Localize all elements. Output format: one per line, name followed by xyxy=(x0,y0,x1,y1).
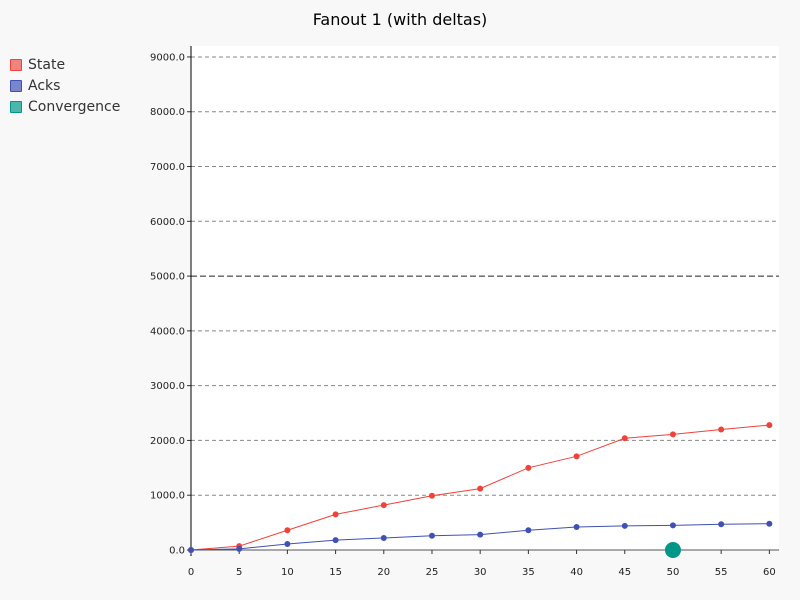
y-tick-label: 4000.0 xyxy=(150,326,185,337)
data-point-state xyxy=(621,435,628,442)
y-tick-label: 1000.0 xyxy=(150,491,185,502)
x-tick-label: 60 xyxy=(763,567,776,578)
y-tick-label: 2000.0 xyxy=(150,436,185,447)
data-point-acks xyxy=(621,522,628,529)
legend-item-acks[interactable]: Acks xyxy=(10,75,120,96)
x-tick-label: 35 xyxy=(522,567,535,578)
x-tick-label: 45 xyxy=(618,567,631,578)
y-tick-label: 6000.0 xyxy=(150,217,185,228)
x-tick-label: 15 xyxy=(329,567,342,578)
data-point-state xyxy=(766,422,773,429)
legend-label-acks: Acks xyxy=(28,77,61,94)
data-point-state xyxy=(669,431,676,438)
data-point-state xyxy=(428,492,435,499)
legend-label-state: State xyxy=(28,56,66,73)
x-tick-label: 50 xyxy=(667,567,680,578)
data-point-state xyxy=(284,527,291,534)
plot-background xyxy=(191,46,779,550)
convergence-marker xyxy=(664,542,681,558)
data-point-acks xyxy=(477,531,484,538)
legend-item-state[interactable]: State xyxy=(10,54,120,75)
x-tick-label: 20 xyxy=(377,567,390,578)
x-tick-label: 40 xyxy=(570,567,583,578)
x-tick-label: 25 xyxy=(426,567,439,578)
data-point-acks xyxy=(380,534,387,541)
data-point-acks xyxy=(332,537,339,544)
legend: State Acks Convergence xyxy=(10,54,120,117)
legend-swatch-convergence xyxy=(10,100,22,113)
x-tick-label: 30 xyxy=(474,567,487,578)
legend-swatch-acks xyxy=(10,79,22,92)
data-point-acks xyxy=(669,522,676,529)
x-tick-label: 0 xyxy=(188,567,194,578)
data-point-state xyxy=(477,485,484,492)
legend-item-convergence[interactable]: Convergence xyxy=(10,96,120,117)
y-tick-label: 8000.0 xyxy=(150,107,185,118)
chart-title: Fanout 1 (with deltas) xyxy=(312,10,488,29)
y-tick-label: 0.0 xyxy=(169,546,185,557)
data-point-state xyxy=(380,502,387,509)
data-point-state xyxy=(573,453,580,460)
data-point-acks xyxy=(573,523,580,530)
data-point-acks xyxy=(284,540,291,547)
data-point-acks xyxy=(766,520,773,527)
y-tick-label: 9000.0 xyxy=(150,52,185,63)
y-tick-label: 7000.0 xyxy=(150,162,185,173)
legend-swatch-state xyxy=(10,58,22,71)
y-tick-label: 3000.0 xyxy=(150,381,185,392)
data-point-state xyxy=(332,511,339,518)
data-point-acks xyxy=(428,532,435,539)
data-point-acks xyxy=(236,545,243,552)
data-point-acks xyxy=(718,521,725,528)
data-point-state xyxy=(525,464,532,471)
legend-label-convergence: Convergence xyxy=(28,98,121,115)
y-tick-label: 5000.0 xyxy=(150,272,185,283)
x-tick-label: 10 xyxy=(281,567,294,578)
x-tick-label: 5 xyxy=(236,567,242,578)
data-point-state xyxy=(718,426,725,433)
x-tick-label: 55 xyxy=(715,567,728,578)
data-point-acks xyxy=(188,547,194,553)
data-point-acks xyxy=(525,527,532,534)
